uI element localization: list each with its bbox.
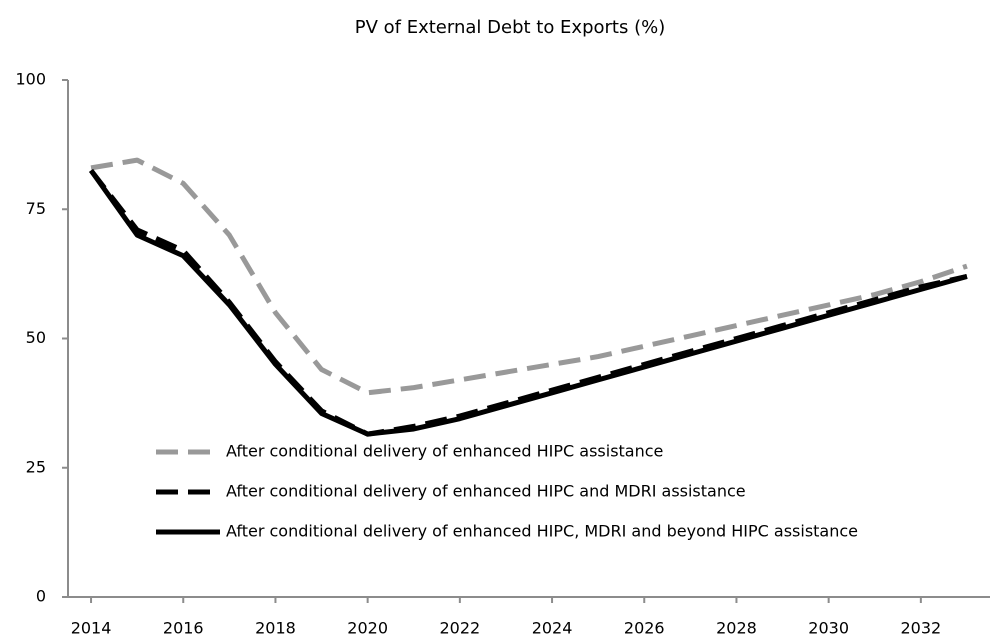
x-tick-label: 2018: [255, 619, 296, 638]
x-tick-label: 2016: [163, 619, 204, 638]
legend-label: After conditional delivery of enhanced H…: [226, 442, 663, 461]
legend-label: After conditional delivery of enhanced H…: [226, 522, 858, 541]
series-line: [89, 169, 968, 437]
x-tick-label: 2022: [439, 619, 480, 638]
x-tick-label: 2028: [716, 619, 757, 638]
x-tick-label: 2024: [532, 619, 573, 638]
y-tick-label: 0: [36, 587, 46, 606]
y-tick-label: 75: [26, 199, 46, 218]
legend-label: After conditional delivery of enhanced H…: [226, 482, 746, 501]
y-tick-label: 100: [15, 70, 46, 89]
y-tick-label: 25: [26, 457, 46, 476]
x-tick-label: 2020: [347, 619, 388, 638]
x-tick-label: 2026: [624, 619, 665, 638]
series-line: [90, 157, 968, 396]
x-tick-label: 2032: [900, 619, 941, 638]
x-tick-label: 2014: [71, 619, 112, 638]
x-tick-label: 2030: [808, 619, 849, 638]
chart-title: PV of External Debt to Exports (%): [355, 17, 665, 38]
y-tick-label: 50: [26, 328, 46, 347]
series-line: [89, 168, 968, 437]
